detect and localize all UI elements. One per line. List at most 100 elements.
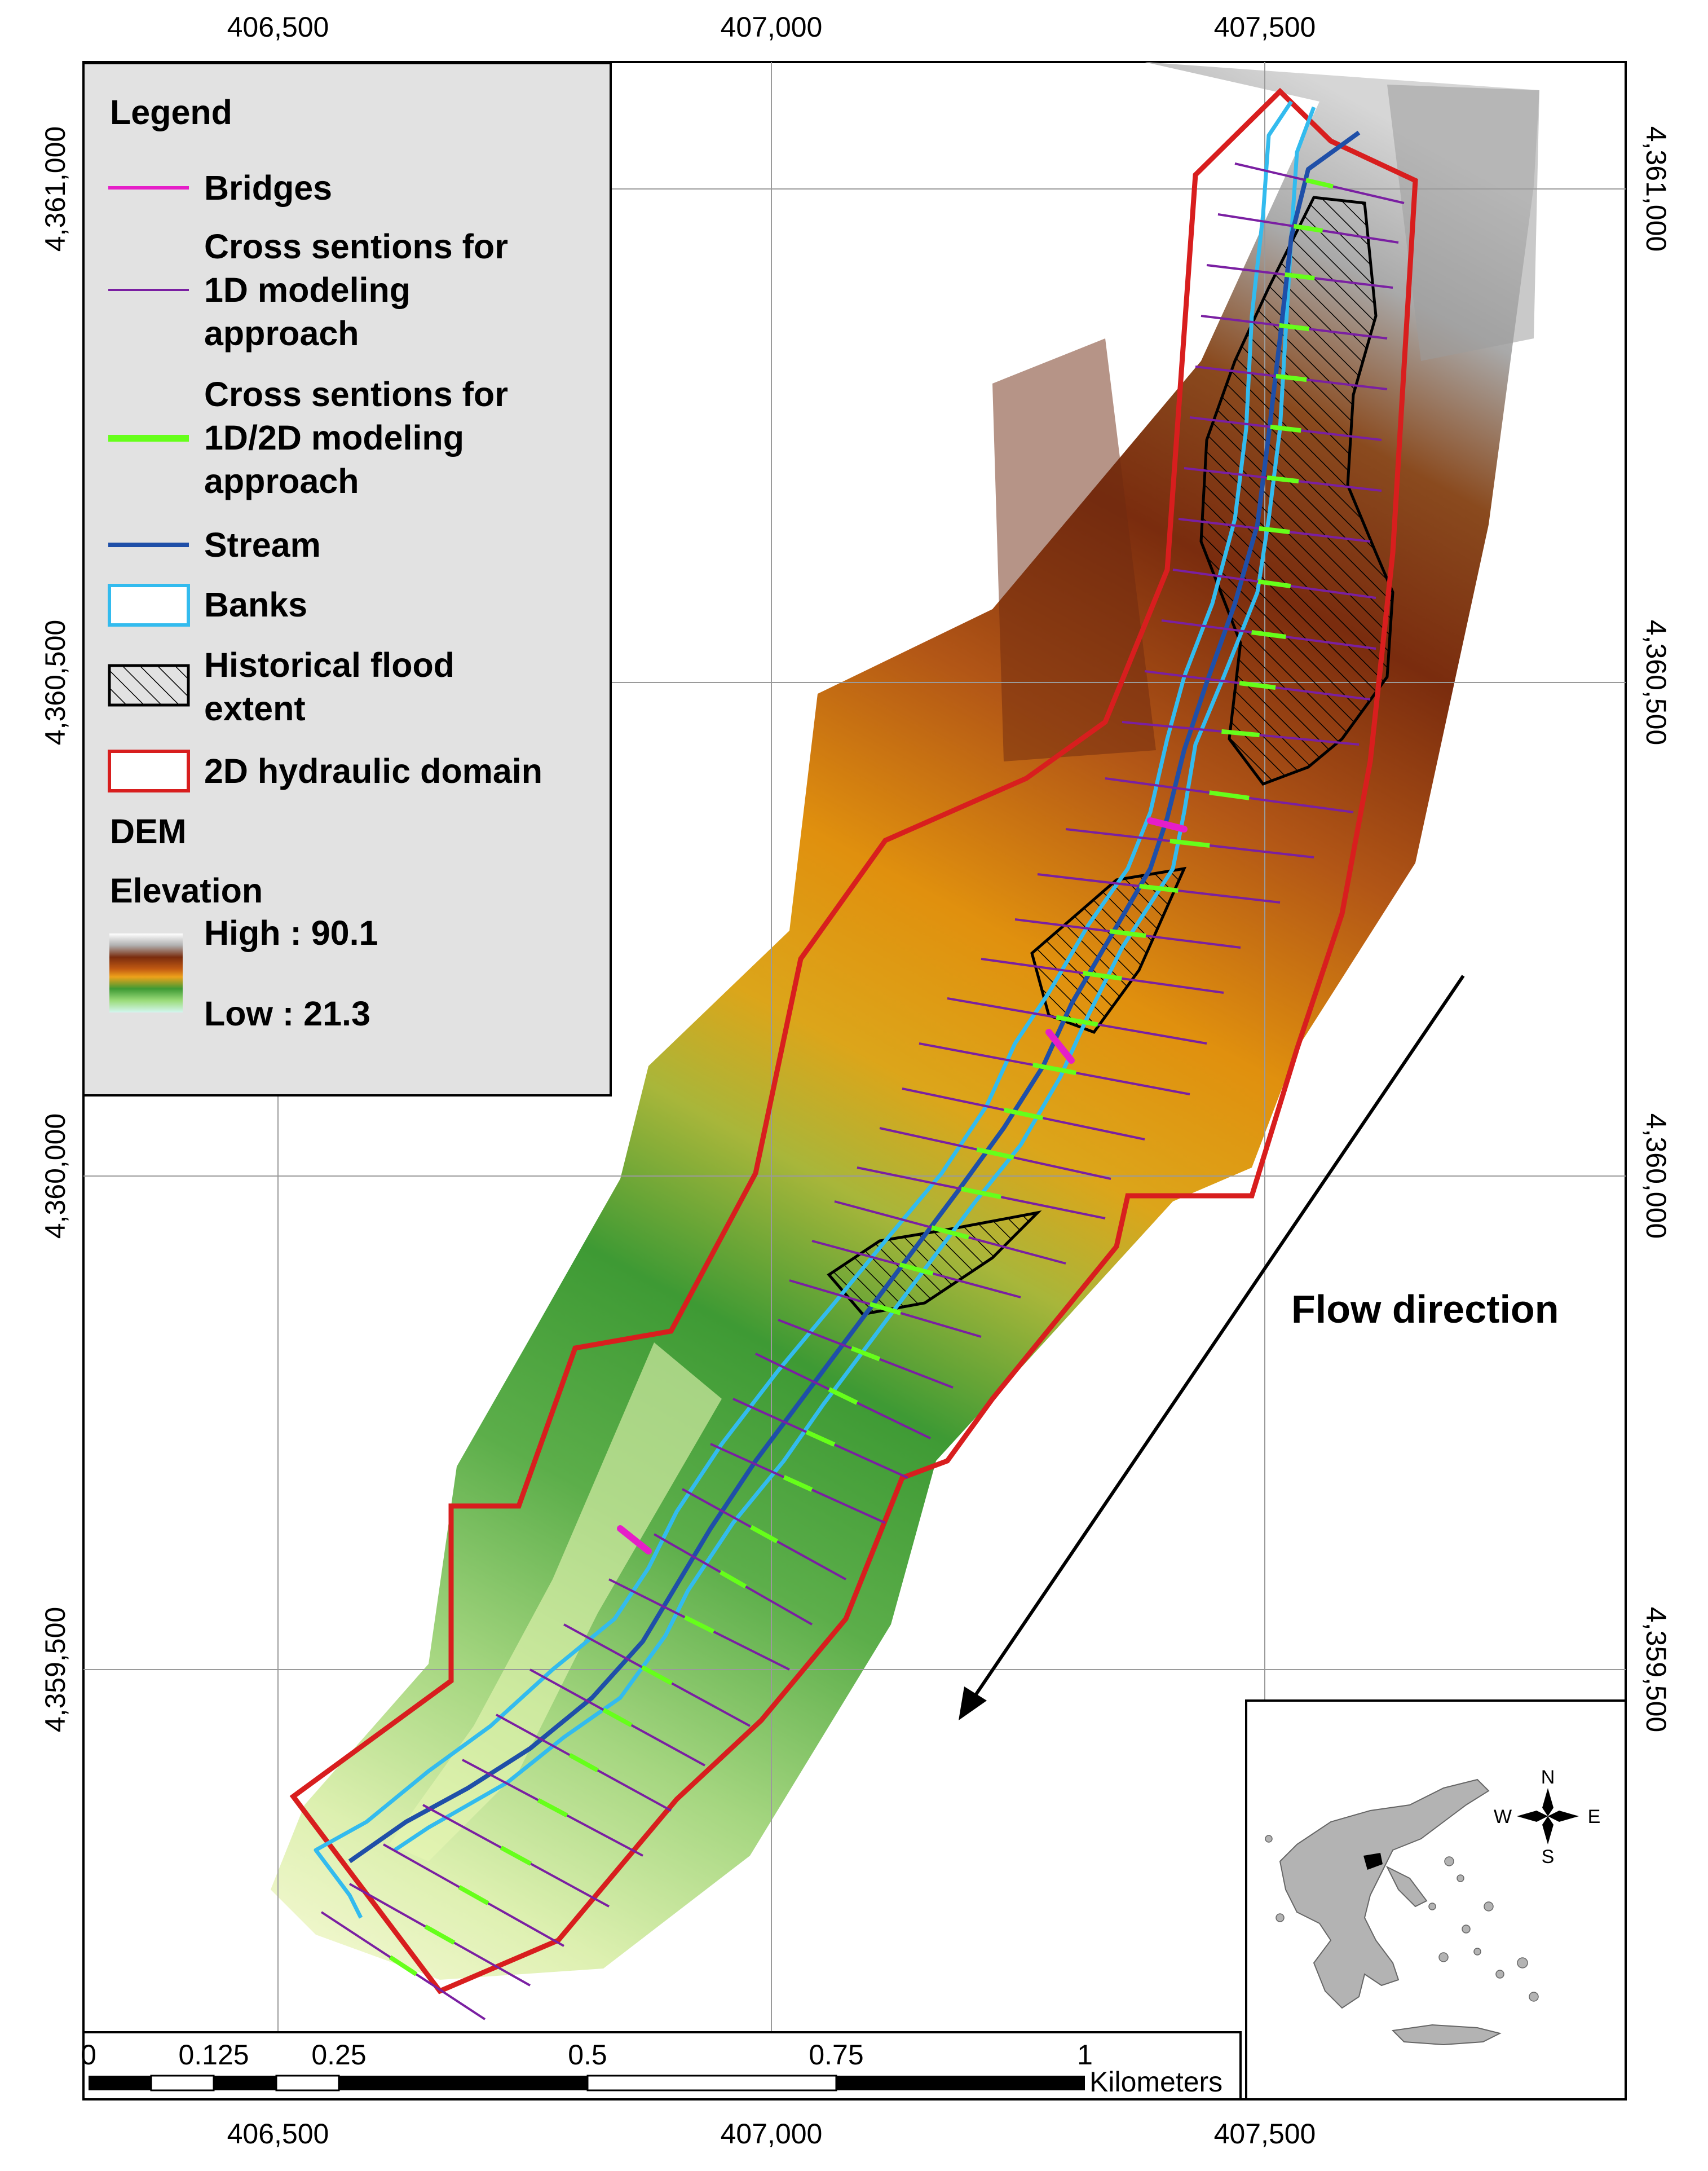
cross-section-2d-28 <box>805 1430 836 1447</box>
legend-label-xs-2d-line1: Cross sentions for <box>204 375 508 413</box>
cross-section-2d-26 <box>850 1346 881 1362</box>
cross-section-2d-19 <box>1032 1062 1077 1076</box>
top-x-tick-3: 407,500 <box>1214 11 1316 43</box>
legend-label-xs-1d-line3: approach <box>204 314 359 353</box>
cross-sections <box>320 162 1405 2020</box>
cross-section-2d-38 <box>458 1885 489 1905</box>
legend-label-xs-1d-line1: Cross sentions for <box>204 227 508 266</box>
cross-section-2d-5 <box>1276 373 1307 382</box>
scale-label-075: 0.75 <box>809 2039 863 2071</box>
cross-section-2d-1 <box>1305 178 1334 189</box>
right-y-tick-3: 4,360,000 <box>1640 1113 1672 1239</box>
bottom-x-tick-1: 406,500 <box>227 2118 329 2150</box>
cross-section-2d-12 <box>1221 729 1260 738</box>
cross-section-2d-29 <box>783 1475 813 1492</box>
cross-section-2d-30 <box>749 1525 779 1544</box>
inset-greece-mainland <box>1279 1778 1490 2009</box>
cross-section-2d-4 <box>1279 323 1309 332</box>
legend-label-xs-1d-line2: 1D modeling <box>204 271 411 309</box>
legend-elevation-high: High : 90.1 <box>204 914 378 952</box>
inset-map: N S E W <box>1245 1699 1627 2100</box>
cross-section-2d-27 <box>828 1387 858 1405</box>
cross-section-2d-9 <box>1257 579 1291 588</box>
legend-label-flood-line2: extent <box>204 689 306 728</box>
bottom-x-tick-2: 407,000 <box>721 2118 823 2150</box>
cross-section-2d-18 <box>1056 1015 1098 1027</box>
legend-label-hydraulic-domain: 2D hydraulic domain <box>204 752 542 790</box>
legend-label-bridges: Bridges <box>204 169 332 207</box>
flow-direction-label: Flow direction <box>1291 1287 1559 1331</box>
legend-label-xs-2d-line3: approach <box>204 462 359 500</box>
legend-title: Legend <box>110 93 232 131</box>
cross-section-2d-16 <box>1109 929 1146 938</box>
cross-section-2d-39 <box>424 1925 456 1945</box>
hydraulic-domain-2d <box>289 87 1418 1994</box>
legend-panel: Legend Bridges Cross sentions for 1D mod… <box>82 62 612 1096</box>
right-y-tick-4: 4,359,500 <box>1640 1607 1672 1732</box>
cross-section-2d-10 <box>1251 630 1286 639</box>
dem-upland <box>1387 85 1539 361</box>
inset-study-area <box>1363 1853 1383 1870</box>
cross-section-2d-11 <box>1239 681 1276 690</box>
cross-section-2d-36 <box>537 1798 568 1818</box>
cross-section-2d-2 <box>1293 224 1323 233</box>
bottom-x-tick-3: 407,500 <box>1214 2118 1316 2150</box>
legend-swatch-hydraulic-domain <box>108 750 190 792</box>
cross-section-2d-3 <box>1285 272 1315 281</box>
scale-label-1: 1 <box>1077 2039 1093 2071</box>
dem-hillside <box>992 338 1156 761</box>
left-y-tick-1: 4,361,000 <box>39 126 71 252</box>
cross-section-2d-13 <box>1209 790 1250 800</box>
right-y-tick-1: 4,361,000 <box>1640 126 1672 252</box>
compass-w: W <box>1494 1806 1512 1827</box>
cross-section-2d-17 <box>1083 971 1122 981</box>
left-y-tick-2: 4,360,500 <box>39 620 71 745</box>
scale-label-025: 0.25 <box>311 2039 366 2071</box>
cross-section-2d-37 <box>500 1846 532 1866</box>
compass-e: E <box>1588 1806 1601 1827</box>
legend-label-flood-line1: Historical flood <box>204 646 454 684</box>
cross-section-2d-25 <box>869 1302 902 1315</box>
cross-section-2d-21 <box>976 1147 1014 1160</box>
cross-section-2d-23 <box>931 1225 969 1240</box>
legend-label-banks: Banks <box>204 585 307 624</box>
inset-evia <box>1385 1865 1428 1908</box>
cross-section-2d-33 <box>641 1665 673 1685</box>
stream-centerline <box>348 130 1361 1864</box>
scale-label-05: 0.5 <box>568 2039 607 2071</box>
scale-unit-label: Kilometers <box>1089 2066 1222 2098</box>
right-y-tick-2: 4,360,500 <box>1640 620 1672 745</box>
top-x-tick-2: 407,000 <box>721 11 823 43</box>
cross-section-2d-22 <box>960 1186 1002 1200</box>
cross-section-2d-7 <box>1266 475 1299 484</box>
scale-label-0125: 0.125 <box>178 2039 249 2071</box>
scale-bar: 0 0.125 0.25 0.5 0.75 1 Kilometers <box>81 2031 1242 2100</box>
legend-swatch-banks <box>108 584 190 627</box>
cross-section-2d-6 <box>1270 424 1301 433</box>
legend-elevation-title: Elevation <box>110 871 263 910</box>
bridges <box>617 817 1188 1555</box>
compass-n: N <box>1541 1767 1555 1788</box>
top-x-tick-1: 406,500 <box>227 11 329 43</box>
left-y-tick-4: 4,359,500 <box>39 1607 71 1732</box>
cross-section-2d-24 <box>899 1262 934 1276</box>
legend-dem-title: DEM <box>110 812 187 851</box>
legend-elevation-low: Low : 21.3 <box>204 994 370 1033</box>
legend-label-xs-2d-line2: 1D/2D modeling <box>204 419 464 457</box>
dem-channel-zone <box>389 1342 722 1861</box>
left-y-tick-3: 4,360,000 <box>39 1113 71 1239</box>
legend-elevation-ramp <box>109 933 183 1012</box>
inset-crete <box>1391 2024 1502 2046</box>
cross-section-2d-40 <box>389 1955 418 1976</box>
cross-section-2d-15 <box>1139 884 1179 893</box>
legend-swatch-flood-extent <box>108 664 190 707</box>
cross-section-2d-31 <box>719 1570 747 1589</box>
compass-icon: N S E W <box>1494 1767 1600 1868</box>
scale-label-0: 0 <box>81 2039 96 2071</box>
legend-label-stream: Stream <box>204 526 321 564</box>
compass-s: S <box>1542 1846 1555 1868</box>
flow-direction-arrow <box>959 975 1465 1720</box>
cross-section-2d-14 <box>1169 839 1210 848</box>
cross-section-2d-35 <box>568 1752 599 1773</box>
